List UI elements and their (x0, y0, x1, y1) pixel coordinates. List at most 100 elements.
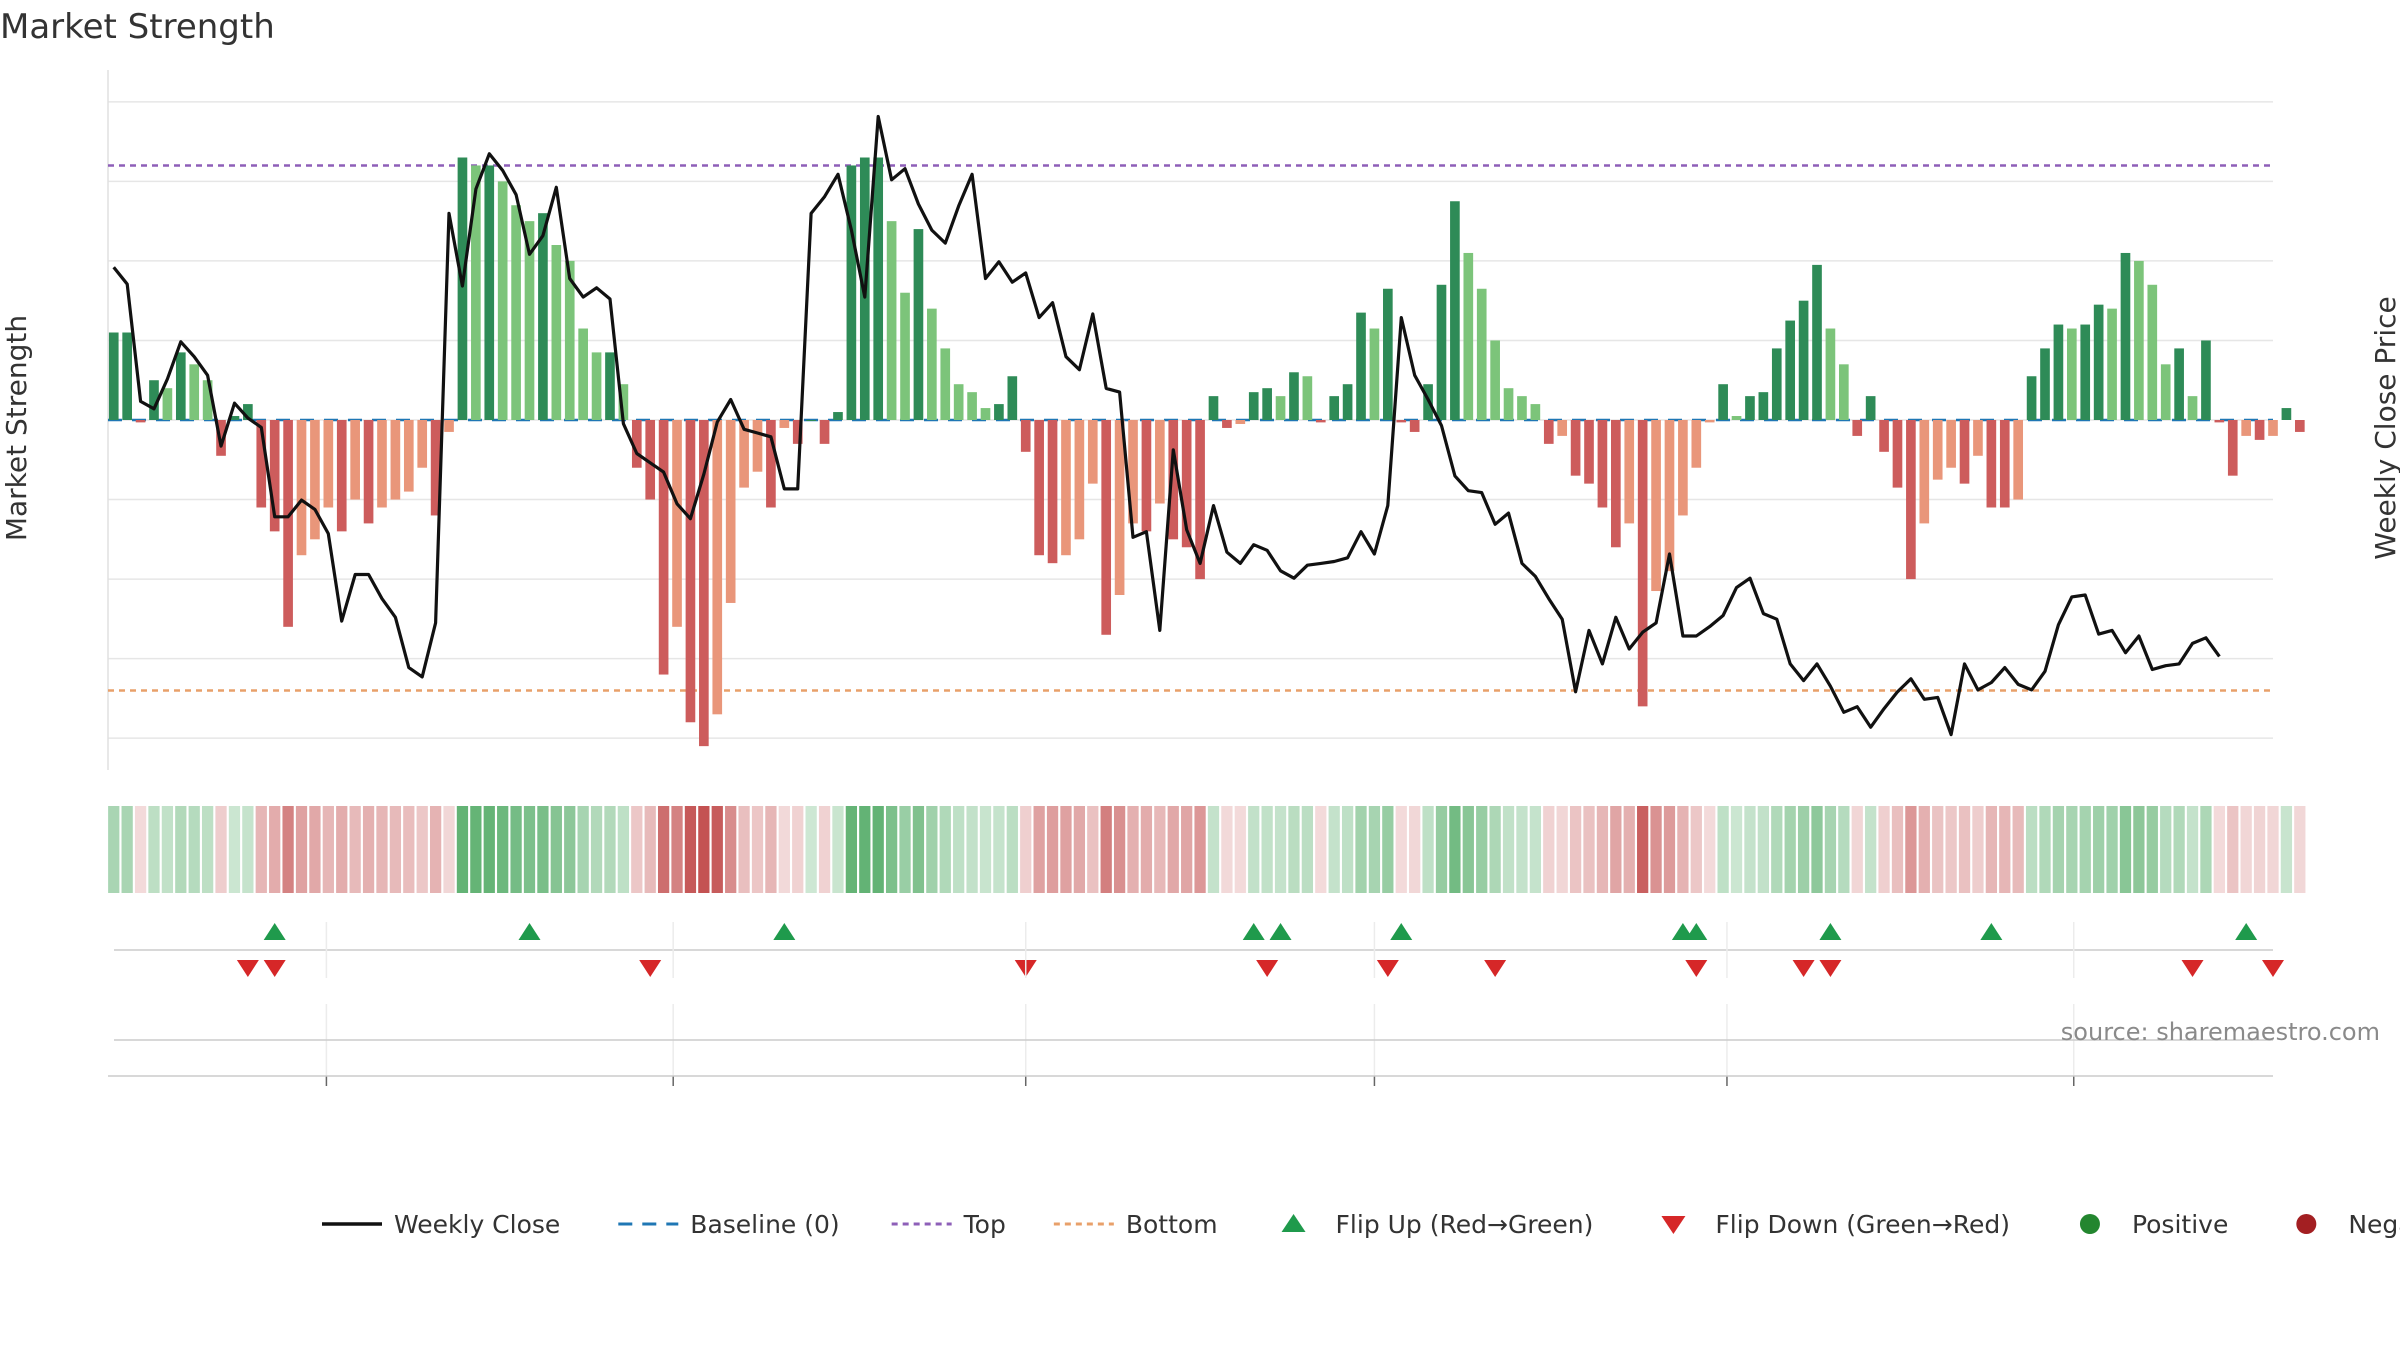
strength-bar (1557, 420, 1568, 436)
heat-cell (1650, 806, 1662, 893)
heat-cell (295, 806, 308, 893)
heat-cell (1771, 806, 1783, 893)
strength-bar (766, 420, 776, 508)
heat-cell (403, 806, 415, 893)
heat-cell (899, 806, 911, 893)
heat-cell (2039, 806, 2051, 893)
heat-cell (1972, 806, 1984, 893)
heat-cell (953, 806, 965, 893)
strength-bar (1879, 420, 1889, 452)
strength-bar (1141, 420, 1152, 532)
strength-bar (1262, 388, 1272, 420)
heat-cell (1261, 806, 1273, 893)
strength-bar (1946, 420, 1956, 468)
heat-cell (1046, 806, 1059, 893)
strength-bar (256, 420, 267, 508)
heat-cell (429, 806, 442, 893)
heat-cell (859, 806, 871, 893)
strength-bar (752, 420, 763, 472)
heat-cell (1610, 806, 1622, 893)
strength-bar (1530, 404, 1541, 420)
heat-cell (2294, 806, 2306, 893)
strength-bar (739, 420, 749, 488)
strength-bar (1852, 420, 1863, 436)
heat-cell (631, 806, 643, 893)
heat-cell (751, 806, 764, 893)
heat-cell (121, 806, 133, 893)
heat-cell (805, 806, 817, 893)
strength-bar (2093, 304, 2104, 420)
strength-bar (2120, 252, 2131, 420)
flip-up-marker (1269, 923, 1292, 940)
flip-markers-panel (114, 923, 2284, 977)
strength-bar (672, 420, 682, 627)
strength-bar (1436, 284, 1447, 420)
heat-cell (1301, 806, 1314, 893)
strength-bar (1195, 420, 1205, 580)
strength-bar (1637, 420, 1648, 707)
flip-down-marker (639, 960, 662, 977)
heat-cell (1194, 806, 1206, 893)
heat-cell (2213, 806, 2225, 893)
strength-bar (2080, 324, 2091, 420)
heat-cell (1717, 806, 1729, 893)
strength-bar (1731, 416, 1742, 420)
heat-cell (416, 806, 428, 893)
heat-cell (577, 806, 589, 893)
strength-bar (1906, 420, 1916, 580)
legend-item: Negative (2296, 1210, 2400, 1239)
strength-bar (2013, 420, 2024, 500)
strength-bar (1932, 420, 1943, 480)
strength-bar (1839, 364, 1849, 420)
strength-bar (1248, 392, 1259, 420)
strength-bar (296, 420, 307, 556)
strength-bar (2187, 396, 2198, 420)
heat-cell (2186, 806, 2199, 893)
strength-bar (873, 157, 884, 420)
circle-icon (2296, 1214, 2317, 1234)
strength-bar (1114, 420, 1125, 595)
strength-bar (779, 420, 790, 428)
strength-bar (377, 420, 387, 508)
strength-bar (980, 408, 991, 420)
strength-bar (1450, 201, 1460, 420)
heat-cell (483, 806, 495, 893)
heat-cell (966, 806, 978, 893)
strength-bar (2066, 328, 2077, 420)
heat-cell (1999, 806, 2011, 893)
strength-bar (1999, 420, 2010, 508)
strength-bar (833, 412, 843, 420)
heat-cell (2253, 806, 2266, 893)
legend-item: Bottom (1053, 1210, 1218, 1239)
strength-bar (430, 420, 441, 516)
strength-bar (1718, 384, 1728, 420)
heat-cell (1087, 806, 1099, 893)
heat-cell (1878, 806, 1890, 893)
heat-cell (1395, 806, 1407, 893)
heat-cell (832, 806, 844, 893)
heat-cell (255, 806, 267, 893)
strength-bar (1275, 396, 1286, 420)
strength-bar (658, 420, 669, 675)
strength-bar (1959, 420, 1970, 484)
strength-bar (202, 380, 213, 420)
heat-cell (443, 806, 455, 893)
heat-cell (1234, 806, 1246, 893)
heat-cell (1811, 806, 1823, 893)
heat-cell (1583, 806, 1595, 893)
strength-bar (1007, 376, 1018, 420)
heat-cell (148, 806, 160, 893)
heat-cell (376, 806, 388, 893)
heat-cell (1100, 806, 1112, 893)
strength-bar (1020, 420, 1031, 452)
strength-bar (1771, 348, 1782, 420)
strength-bar (135, 420, 146, 423)
flip-up-marker (1685, 923, 1708, 940)
flip-down-marker (236, 960, 259, 977)
strength-bar (819, 420, 830, 444)
heat-cell (1824, 806, 1837, 893)
strength-bar (1892, 420, 1903, 488)
strength-bar (2227, 420, 2238, 476)
legend-label: Baseline (0) (690, 1210, 839, 1239)
strength-bar (1302, 376, 1313, 420)
